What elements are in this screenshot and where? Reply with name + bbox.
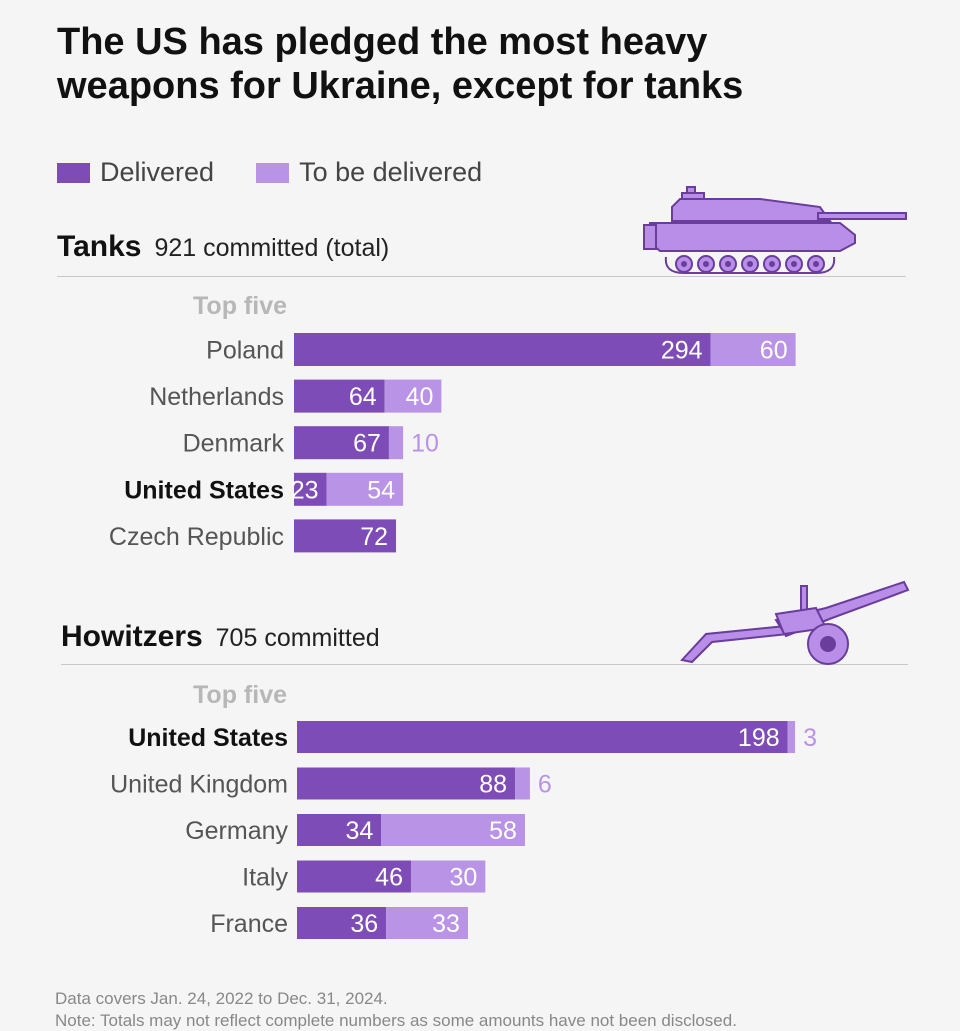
howitzers-category-label-germany: Germany — [185, 817, 288, 845]
tanks-top-five-label: Top five — [193, 292, 287, 320]
chart-title: The US has pledged the most heavy weapon… — [57, 21, 744, 107]
howitzers-bar-to-be-delivered-united-kingdom — [515, 767, 530, 800]
tanks-value-delivered-poland: 294 — [661, 337, 703, 365]
tanks-bar-to-be-delivered-united-states — [326, 472, 404, 506]
tanks-divider — [57, 276, 906, 277]
howitzers-bar-delivered-united-kingdom — [297, 767, 516, 800]
tanks-category-label-denmark: Denmark — [183, 430, 285, 458]
howitzers-value-to-be-delivered-italy: 30 — [450, 864, 478, 892]
howitzers-bar-delivered-united-states — [297, 721, 788, 753]
howitzers-value-to-be-delivered-united-states: 3 — [803, 724, 817, 752]
legend-label-delivered: Delivered — [100, 157, 215, 187]
tanks-section-name: Tanks — [57, 230, 142, 263]
howitzers-bar-to-be-delivered-united-states — [787, 721, 796, 753]
howitzers-value-delivered-united-states: 198 — [738, 724, 780, 752]
howitzers-category-label-italy: Italy — [242, 864, 288, 892]
tanks-bar-to-be-delivered-netherlands — [384, 379, 442, 413]
tanks-bar-delivered-czech-republic — [294, 519, 397, 553]
tanks-bar-delivered-united-states — [294, 472, 327, 506]
legend-item-to-be-delivered: To be delivered — [256, 157, 482, 188]
howitzers-bar-to-be-delivered-france — [386, 907, 468, 939]
howitzers-divider — [61, 664, 908, 665]
tank-icon — [643, 186, 907, 274]
howitzers-category-label-france: France — [210, 910, 288, 938]
tanks-value-delivered-united-states: 23 — [291, 476, 319, 504]
legend-label-to-be-delivered: To be delivered — [299, 157, 483, 187]
howitzers-value-to-be-delivered-united-kingdom: 6 — [538, 771, 552, 799]
footnote-data-coverage: Data covers Jan. 24, 2022 to Dec. 31, 20… — [55, 989, 388, 1008]
tanks-value-delivered-czech-republic: 72 — [360, 523, 388, 551]
howitzers-bar-delivered-italy — [297, 860, 411, 893]
legend-swatch-delivered — [57, 162, 90, 183]
tanks-committed-total: 921 committed (total) — [154, 234, 390, 262]
howitzers-bar-to-be-delivered-italy — [410, 860, 486, 893]
howitzers-value-delivered-germany: 34 — [345, 817, 373, 845]
legend: Delivered To be delivered — [57, 157, 524, 188]
tanks-bar-delivered-poland — [294, 333, 711, 366]
howitzers-section-name: Howitzers — [61, 620, 203, 653]
howitzers-value-delivered-united-kingdom: 88 — [479, 771, 507, 799]
tanks-section-header: Tanks 921 committed (total) — [57, 230, 389, 264]
tanks-value-to-be-delivered-poland: 60 — [760, 337, 788, 365]
howitzers-top-five-label: Top five — [193, 681, 287, 709]
footnote-note: Note: Totals may not reflect complete nu… — [55, 1011, 737, 1030]
legend-item-delivered: Delivered — [57, 157, 214, 188]
howitzer-icon — [680, 580, 910, 665]
howitzers-value-delivered-italy: 46 — [375, 864, 403, 892]
tanks-category-label-poland: Poland — [206, 337, 284, 365]
howitzers-committed-total: 705 committed — [215, 624, 380, 652]
howitzers-category-label-united-states: United States — [128, 724, 288, 752]
howitzers-value-delivered-france: 36 — [350, 910, 378, 938]
tanks-category-label-netherlands: Netherlands — [149, 383, 284, 411]
howitzers-section-header: Howitzers 705 committed — [61, 620, 380, 654]
howitzers-bar-delivered-france — [297, 907, 387, 939]
tanks-bar-to-be-delivered-poland — [710, 333, 796, 366]
howitzers-value-to-be-delivered-germany: 58 — [489, 817, 517, 845]
howitzers-value-to-be-delivered-france: 33 — [432, 910, 460, 938]
tanks-value-to-be-delivered-denmark: 10 — [411, 430, 439, 458]
tanks-bar-to-be-delivered-denmark — [388, 426, 404, 460]
howitzers-bar-to-be-delivered-germany — [381, 814, 525, 846]
howitzers-category-label-united-kingdom: United Kingdom — [110, 771, 288, 799]
tanks-value-to-be-delivered-united-states: 54 — [367, 476, 395, 504]
tanks-value-delivered-netherlands: 64 — [349, 383, 377, 411]
tanks-category-label-czech-republic: Czech Republic — [109, 523, 284, 551]
howitzers-bar-delivered-germany — [297, 814, 382, 846]
tanks-category-label-united-states: United States — [124, 476, 284, 504]
tanks-bar-delivered-denmark — [294, 426, 389, 460]
tanks-bar-delivered-netherlands — [294, 379, 385, 413]
tanks-value-to-be-delivered-netherlands: 40 — [406, 383, 434, 411]
legend-swatch-to-be-delivered — [256, 162, 290, 183]
tanks-value-delivered-denmark: 67 — [353, 430, 381, 458]
